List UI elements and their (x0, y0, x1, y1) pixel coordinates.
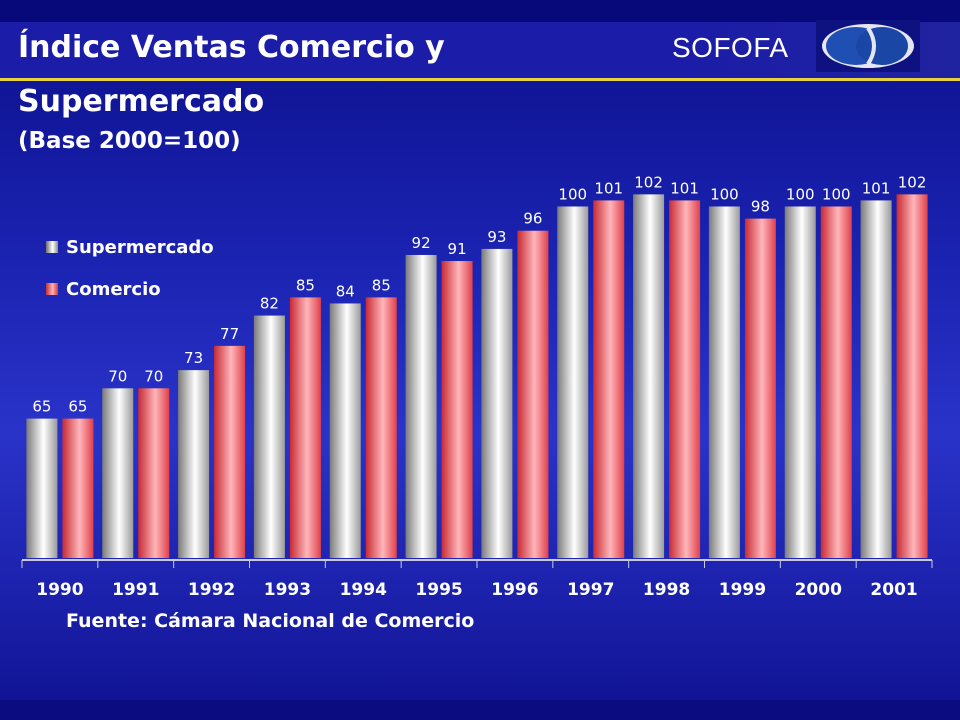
legend-item-comercio: Comercio (46, 278, 214, 300)
data-label-supermercado-1991: 70 (108, 367, 127, 385)
data-label-comercio-1998: 101 (670, 179, 699, 197)
bar-supermercado-1993 (253, 315, 285, 558)
page-subtitle: (Base 2000=100) (18, 128, 241, 154)
bar-comercio-1992 (214, 345, 246, 558)
brand-name: SOFOFA (672, 32, 789, 63)
bar-supermercado-1992 (178, 370, 210, 558)
x-tick-label-1998: 1998 (643, 580, 690, 600)
legend-item-supermercado: Supermercado (46, 236, 214, 258)
bar-comercio-1997 (593, 200, 625, 558)
bar-comercio-1999 (744, 218, 776, 558)
sofofa-logo-icon (816, 20, 920, 72)
data-label-comercio-2000: 100 (822, 185, 851, 203)
bar-supermercado-2001 (860, 200, 892, 558)
data-label-supermercado-2001: 101 (862, 179, 891, 197)
bar-supermercado-1998 (633, 194, 665, 558)
data-label-comercio-1999: 98 (751, 198, 770, 216)
bar-comercio-1995 (441, 261, 473, 558)
data-label-comercio-1992: 77 (220, 325, 239, 343)
legend-swatch-comercio (46, 283, 58, 295)
top-band (0, 0, 960, 22)
title-bar (0, 22, 960, 78)
bar-supermercado-1997 (557, 206, 589, 558)
data-label-comercio-1995: 91 (448, 240, 467, 258)
bar-comercio-2001 (896, 194, 928, 558)
x-tick-label-1994: 1994 (340, 580, 387, 600)
x-tick-label-1999: 1999 (719, 580, 766, 600)
x-tick-label-1993: 1993 (264, 580, 311, 600)
x-tick-label-1995: 1995 (415, 580, 462, 600)
bar-supermercado-1996 (481, 248, 513, 558)
x-tick-label-1992: 1992 (188, 580, 235, 600)
bar-comercio-1990 (62, 418, 94, 558)
data-label-supermercado-1993: 82 (260, 295, 279, 313)
bar-supermercado-1994 (329, 303, 361, 558)
legend-label-supermercado: Supermercado (66, 236, 214, 258)
bar-supermercado-2000 (784, 206, 816, 558)
page-title-line-2: Supermercado (18, 84, 265, 119)
legend-label-comercio: Comercio (66, 278, 161, 300)
data-label-comercio-2001: 102 (898, 173, 927, 191)
data-label-comercio-1996: 96 (523, 210, 542, 228)
data-label-comercio-1991: 70 (144, 367, 163, 385)
title-rule (0, 78, 960, 81)
bar-comercio-2000 (820, 206, 852, 558)
x-tick-label-1991: 1991 (112, 580, 159, 600)
legend-swatch-supermercado (46, 241, 58, 253)
data-label-supermercado-1990: 65 (32, 398, 51, 416)
x-tick-label-2000: 2000 (795, 580, 842, 600)
data-label-supermercado-1992: 73 (184, 349, 203, 367)
chart-legend: Supermercado Comercio (46, 236, 214, 320)
data-label-supermercado-1996: 93 (487, 228, 506, 246)
bar-comercio-1991 (138, 388, 170, 558)
data-label-supermercado-2000: 100 (786, 185, 815, 203)
bar-comercio-1996 (517, 230, 549, 558)
bar-supermercado-1999 (708, 206, 740, 558)
bottom-band (0, 700, 960, 720)
data-label-supermercado-1995: 92 (412, 234, 431, 252)
x-tick-label-1996: 1996 (491, 580, 538, 600)
bar-comercio-1994 (365, 297, 397, 558)
data-label-supermercado-1998: 102 (634, 173, 663, 191)
bar-supermercado-1995 (405, 254, 437, 558)
bar-supermercado-1990 (26, 418, 58, 558)
bar-comercio-1993 (289, 297, 321, 558)
data-label-supermercado-1999: 100 (710, 185, 739, 203)
data-label-comercio-1990: 65 (68, 398, 87, 416)
bar-supermercado-1991 (102, 388, 134, 558)
page-title-line-1: Índice Ventas Comercio y (18, 30, 445, 65)
source-note: Fuente: Cámara Nacional de Comercio (66, 610, 475, 632)
x-tick-label-1990: 1990 (36, 580, 83, 600)
x-tick-label-2001: 2001 (870, 580, 917, 600)
data-label-comercio-1993: 85 (296, 276, 315, 294)
data-label-supermercado-1994: 84 (336, 282, 355, 300)
data-label-supermercado-1997: 100 (558, 185, 587, 203)
bar-comercio-1998 (669, 200, 701, 558)
x-tick-label-1997: 1997 (567, 580, 614, 600)
data-label-comercio-1997: 101 (594, 179, 623, 197)
data-label-comercio-1994: 85 (372, 276, 391, 294)
